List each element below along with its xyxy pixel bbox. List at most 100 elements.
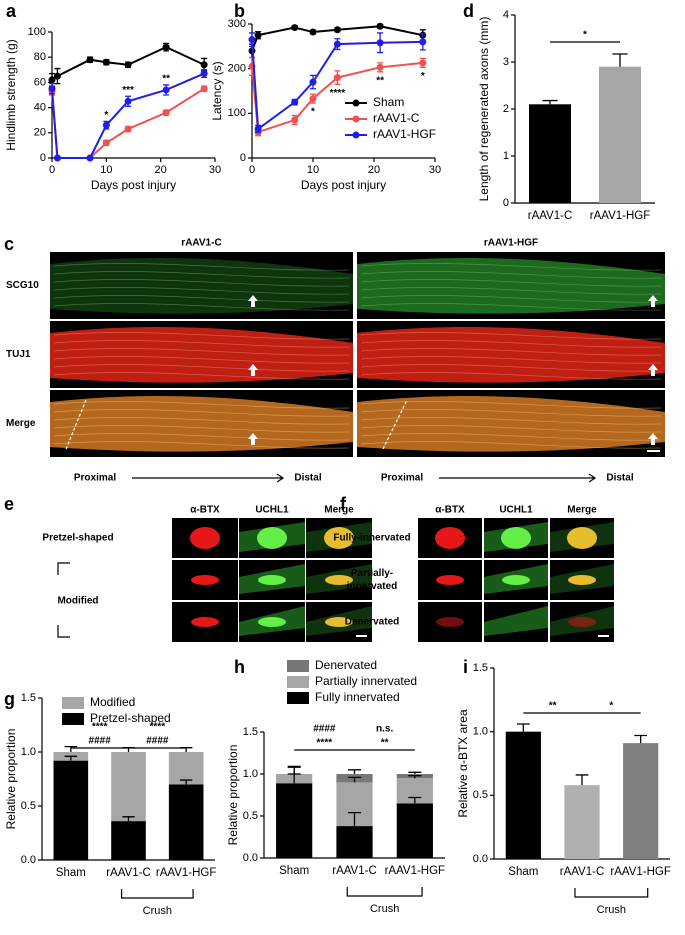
legend-marker [352,115,360,123]
significance-label: **** [150,722,166,733]
error-bar [347,776,362,783]
data-point [48,85,56,93]
fiber [360,409,662,417]
error-bar [612,53,628,67]
axis-end-label: Distal [606,473,633,484]
x-tick-label: rAAV1-C [332,865,377,877]
bar [529,104,571,203]
data-point [162,43,170,51]
tissue [357,396,665,452]
endplate [325,617,353,627]
y-tick-label: 0.5 [243,810,258,822]
x-tick-label: rAAV1-C [528,210,573,222]
y-tick-label: 300 [228,18,246,30]
legend-swatch [287,692,309,704]
significance-label: * [609,701,613,712]
x-tick-label: 10 [100,164,112,176]
row-label: Modified [57,595,99,607]
data-point [419,38,427,46]
data-point [254,31,262,39]
data-point [309,28,317,36]
legend-label: Fully innervated [315,690,400,704]
legend-label: rAAV1-HGF [373,127,436,141]
legend-label: Sham [373,95,404,109]
bar-segment [111,821,146,860]
legend-swatch [287,660,309,672]
x-tick-label: Sham [279,865,309,877]
endplate [435,527,465,549]
data-point [124,97,132,105]
tissue [357,327,665,383]
y-tick-label: 1.5 [21,692,36,704]
row-label: Partially-innervated [346,568,398,592]
data-point [376,22,384,30]
error-bar [347,811,362,827]
endplate [191,617,219,627]
x-tick-label: rAAV1-C [106,867,151,879]
data-point [376,39,384,47]
y-tick-label: 3 [503,56,509,68]
error-bar [575,774,589,786]
data-point [53,72,61,80]
bar-segment [336,826,373,858]
x-axis-label: Days post injury [301,178,386,192]
panel-letter: f [340,494,347,514]
direction-arrow [132,473,285,483]
y-tick-label: 60 [34,76,46,88]
fiber [53,332,350,340]
panel-letter: h [234,657,245,677]
group-bracket [346,887,423,897]
endplate [324,527,354,549]
data-point [200,61,208,69]
fiber [360,401,662,409]
data-point [124,61,132,69]
fiber [53,425,350,433]
data-point [102,121,110,129]
significance-label: #### [89,736,112,747]
data-point [102,139,110,147]
fiber [360,348,662,356]
panel-letter: a [6,1,17,21]
y-tick-label: 100 [228,107,246,119]
significance-label: **** [317,738,333,749]
fiber [53,441,350,449]
data-point [254,125,262,133]
bar [505,731,541,859]
fiber [360,372,662,380]
muscle-fiber [484,606,548,636]
endplate [436,575,464,585]
data-point [86,154,94,162]
bar [599,66,641,203]
fiber [53,263,350,271]
y-tick-label: 40 [34,102,46,114]
error-bar [516,723,530,732]
error-bar [64,755,78,761]
arrow-icon [248,433,258,445]
y-axis-label: Relative α-BTX area [456,709,470,818]
bar-segment [111,752,146,822]
row-label: Merge [6,418,36,429]
fiber [53,303,350,311]
data-point [291,116,299,124]
data-point [162,109,170,117]
micrograph [50,252,353,319]
significance-label: ** [381,738,389,749]
endplate [258,617,286,627]
tissue [50,327,353,383]
column-title: UCHL1 [255,505,289,516]
panel-letter: b [234,1,245,21]
fiber [53,340,350,348]
panel-letter: e [4,494,14,514]
y-tick-label: 20 [34,127,46,139]
row-label: Fully-innervated [333,532,411,544]
data-point [200,85,208,93]
fiber [53,279,350,287]
data-point [102,58,110,66]
fiber [53,417,350,425]
endplate [325,575,353,585]
x-tick-label: rAAV1-HGF [610,866,671,878]
data-point [86,56,94,64]
significance-label: *** [122,85,134,96]
y-tick-label: 80 [34,51,46,63]
data-point [309,95,317,103]
